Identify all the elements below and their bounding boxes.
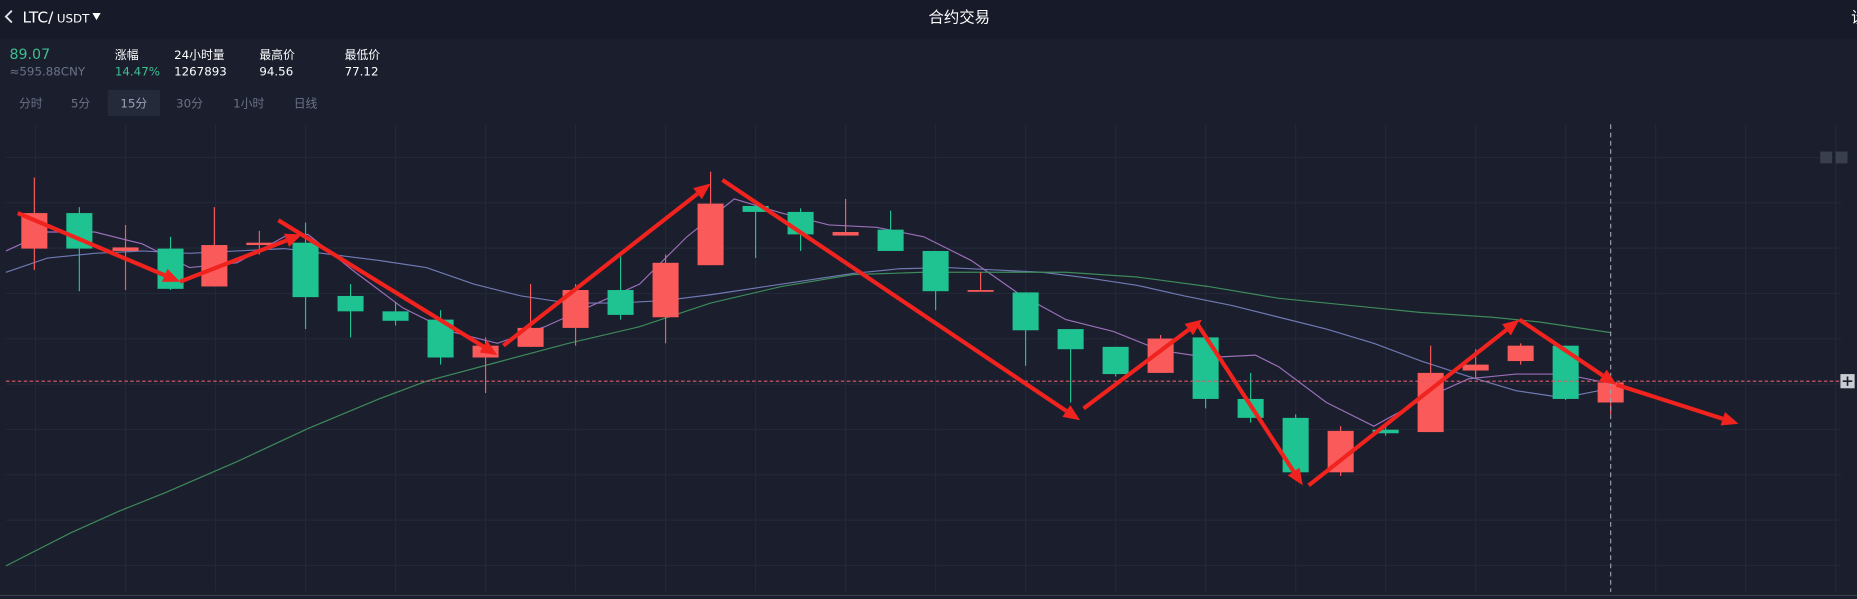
arrow-head bbox=[1502, 319, 1520, 336]
arrow-shaft bbox=[502, 192, 699, 348]
candle-body bbox=[382, 311, 409, 321]
candle-body bbox=[1552, 345, 1579, 399]
candle-body bbox=[1057, 329, 1084, 350]
candle-body bbox=[517, 327, 544, 347]
add-icon bbox=[1842, 376, 1853, 386]
tool-icon[interactable] bbox=[1820, 151, 1833, 164]
candle-body bbox=[112, 247, 139, 251]
annotations bbox=[16, 178, 1739, 487]
arrow-head bbox=[1598, 369, 1617, 385]
candle-body bbox=[607, 290, 634, 315]
tool-icon[interactable] bbox=[1835, 151, 1848, 164]
candle-body bbox=[697, 203, 724, 266]
candle-body bbox=[877, 229, 904, 251]
candle-body bbox=[1192, 337, 1219, 399]
arrow-shaft bbox=[1194, 320, 1296, 473]
candle-body bbox=[967, 290, 994, 292]
tab[interactable]: 日线 bbox=[294, 97, 318, 111]
tab[interactable]: 1小时 bbox=[233, 97, 264, 111]
arrow-head bbox=[693, 183, 711, 200]
tab[interactable]: 分时 bbox=[19, 97, 43, 111]
stat-value: 14.47% bbox=[115, 65, 160, 79]
tabs: 分时 5分 15分 30分 1小时 日线 bbox=[19, 89, 318, 117]
page-title: 合约交易 bbox=[929, 8, 991, 26]
candle-body bbox=[1462, 364, 1489, 371]
stat-label: 最高价 bbox=[259, 48, 295, 62]
arrow-shaft bbox=[1615, 382, 1724, 421]
candle-body bbox=[157, 248, 184, 289]
candle-body bbox=[292, 242, 319, 298]
stat-label: 涨幅 bbox=[115, 48, 139, 62]
top-bar bbox=[0, 0, 1857, 40]
tab[interactable]: 5分 bbox=[71, 97, 91, 111]
tab[interactable]: 15分 bbox=[120, 97, 147, 111]
candle-body bbox=[1012, 292, 1039, 331]
stat-label: 最低价 bbox=[345, 48, 381, 62]
arrow-head bbox=[1287, 467, 1303, 486]
arrow-shaft bbox=[721, 178, 1068, 413]
candle-body bbox=[337, 295, 364, 312]
quote[interactable]: USDT bbox=[57, 11, 90, 25]
arrow-head bbox=[1720, 411, 1739, 426]
arrow-head bbox=[161, 268, 181, 282]
arrow-shaft bbox=[16, 211, 166, 278]
stat-label: 24小时量 bbox=[174, 48, 225, 62]
arrow-head bbox=[1062, 405, 1081, 421]
arrow-shaft bbox=[179, 238, 288, 284]
candle-body bbox=[1102, 346, 1129, 375]
stat-value: 1267893 bbox=[174, 65, 227, 79]
candle-body bbox=[922, 250, 949, 292]
cny-price: ≈595.88CNY bbox=[9, 65, 85, 79]
arrow-head bbox=[479, 340, 498, 356]
candle-body bbox=[832, 232, 859, 236]
stat-value: 94.56 bbox=[259, 65, 293, 79]
back-icon[interactable] bbox=[4, 9, 13, 24]
candle-body bbox=[652, 262, 679, 318]
tab[interactable]: 30分 bbox=[176, 97, 203, 111]
ma-line bbox=[5, 271, 1611, 567]
settings-cut[interactable]: 设 bbox=[1851, 8, 1857, 26]
arrow-shaft bbox=[1082, 327, 1191, 411]
candle-body bbox=[246, 242, 273, 246]
arrow-shaft bbox=[1518, 317, 1604, 378]
arrow-shaft bbox=[277, 218, 485, 349]
tab-active-bg bbox=[107, 89, 160, 117]
dropdown-icon[interactable] bbox=[92, 13, 101, 21]
pair[interactable]: LTC/ bbox=[23, 8, 55, 26]
candles bbox=[21, 171, 1624, 476]
candle-body bbox=[1372, 429, 1399, 434]
candle-body bbox=[742, 205, 769, 212]
arrow-head bbox=[283, 233, 302, 248]
last-price: 89.07 bbox=[9, 47, 50, 63]
candle-body bbox=[1507, 345, 1534, 362]
stats: 涨幅 14.47% 24小时量 1267893 最高价 94.56 最低价 77.12 bbox=[115, 48, 380, 79]
stat-value: 77.12 bbox=[345, 65, 379, 79]
arrow-shaft bbox=[1307, 328, 1508, 487]
